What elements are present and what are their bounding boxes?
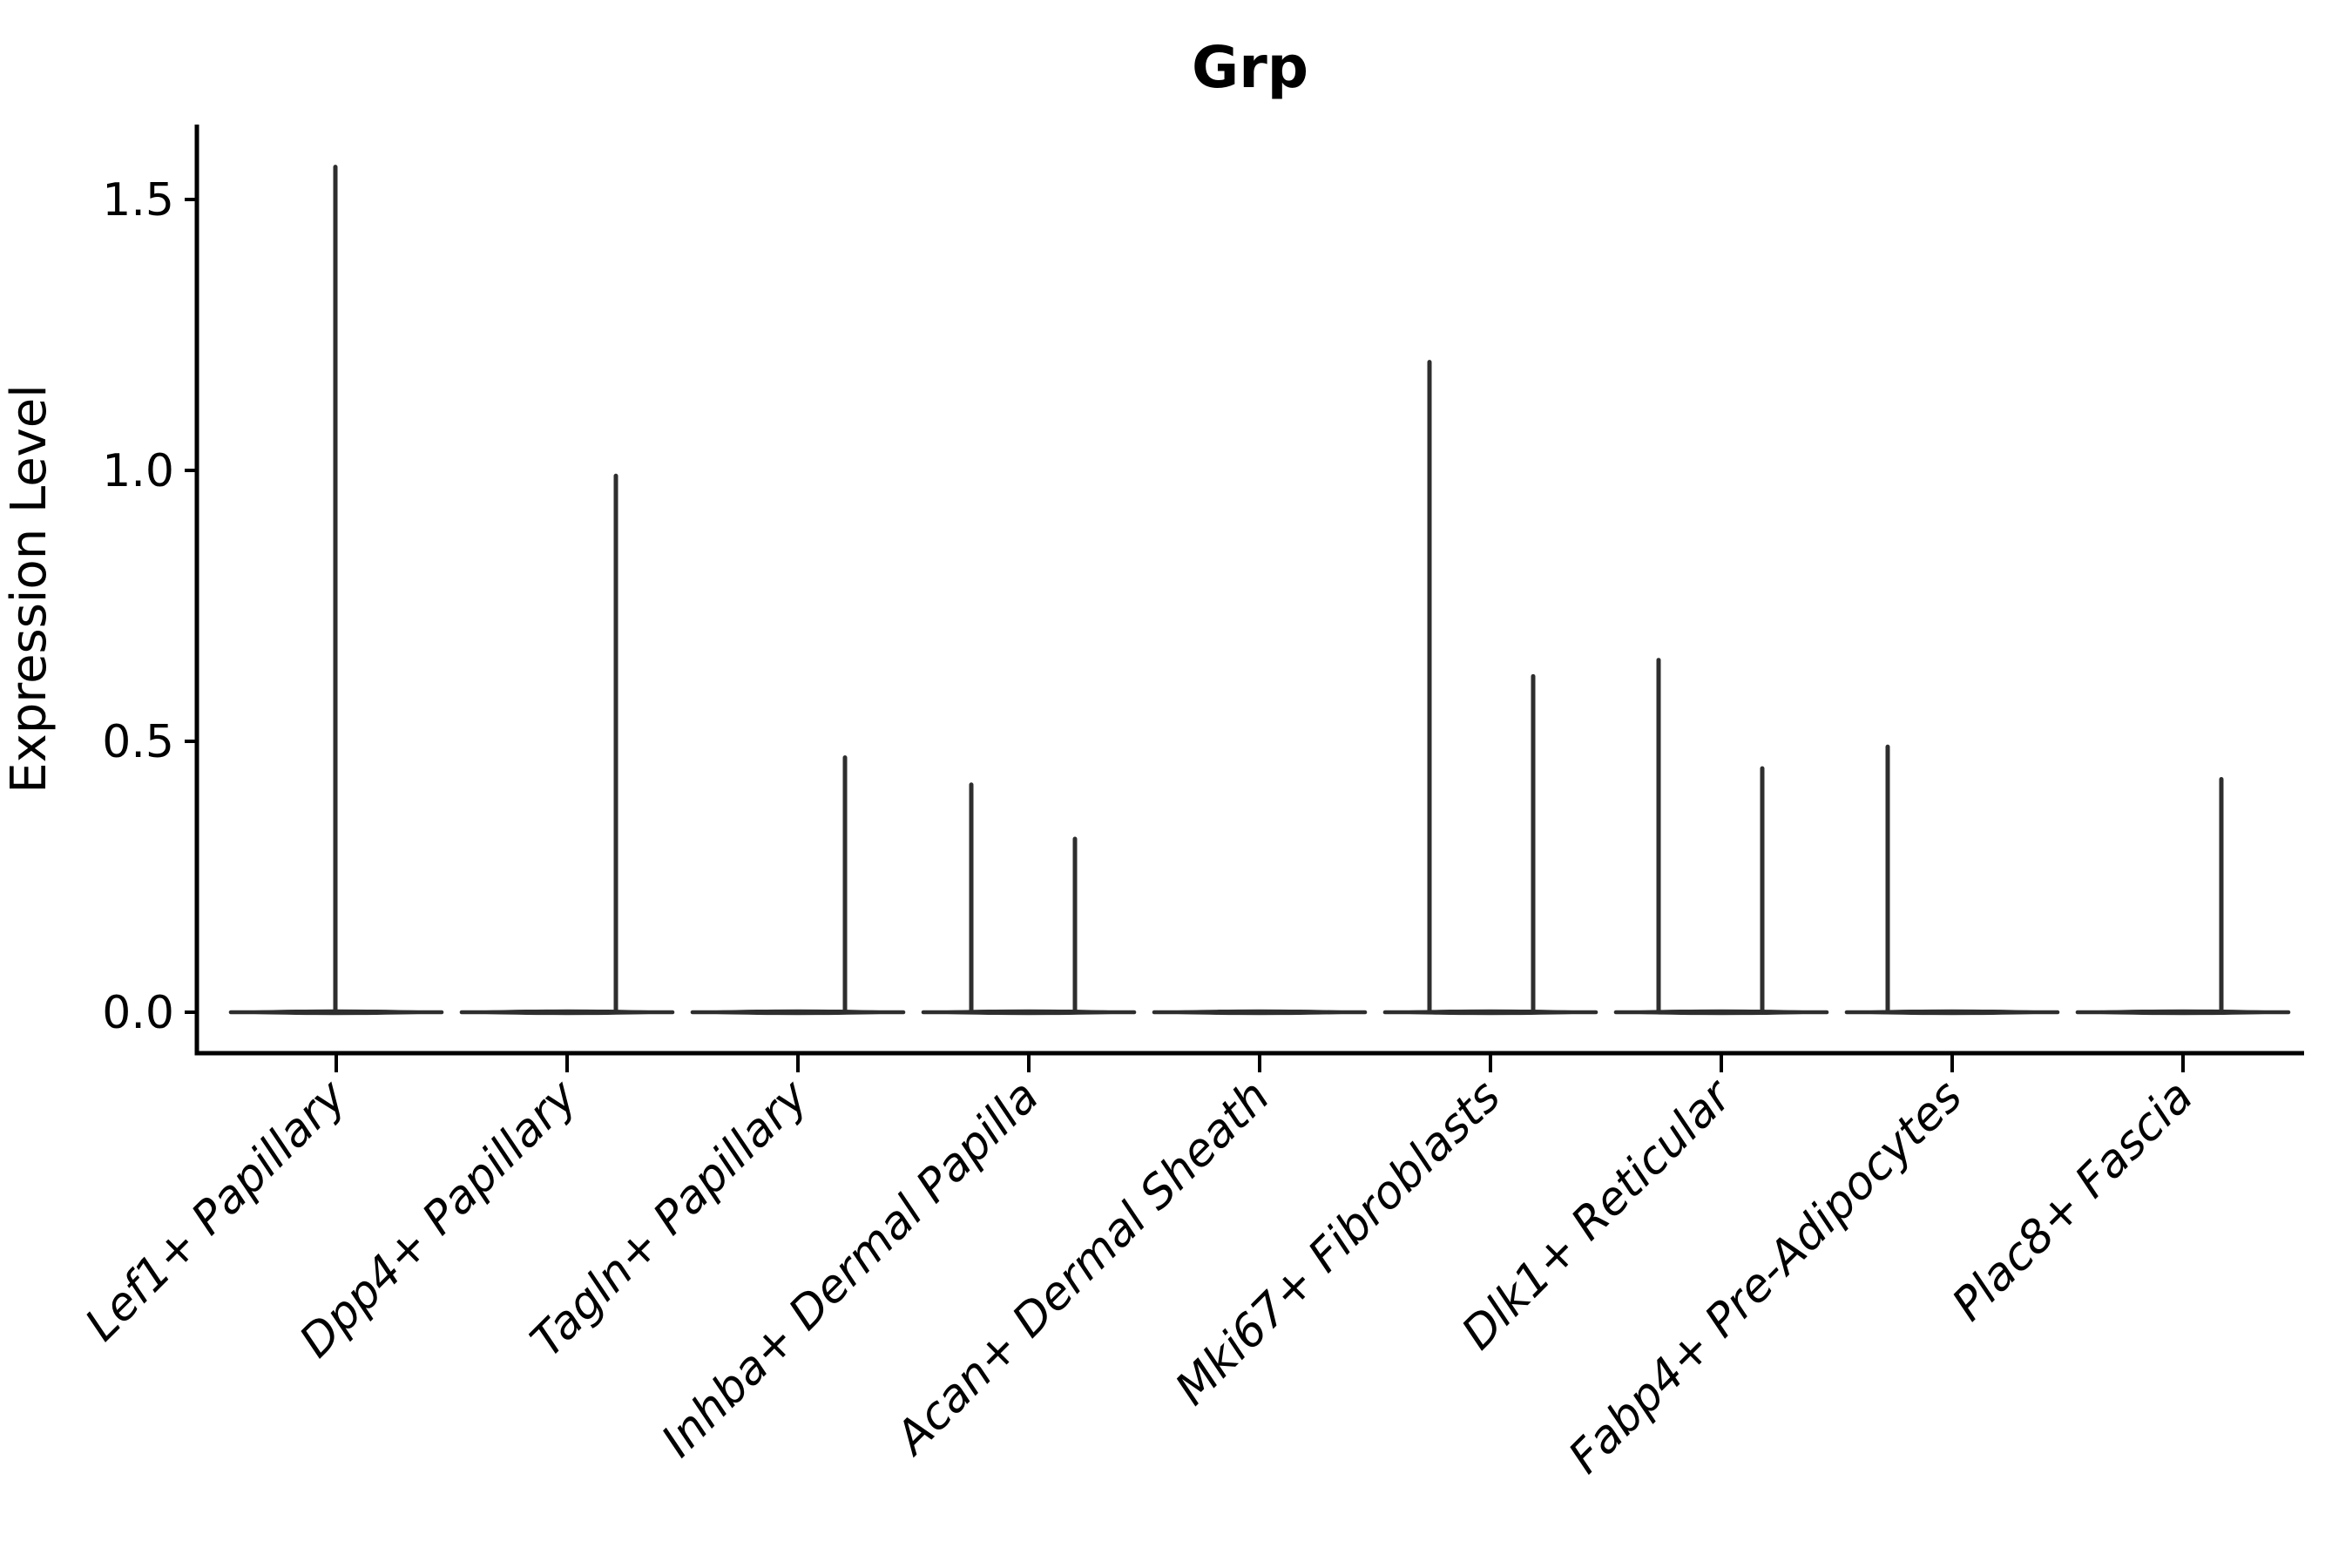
violin-body-bulge: [1616, 1009, 1827, 1016]
violin-body-bulge: [1385, 1009, 1596, 1016]
y-tick-label: 1.5: [102, 174, 174, 226]
y-axis-ticks: 0.0 0.5 1.0 1.5: [102, 174, 197, 1039]
x-tick-label: Inhba+ Dermal Papilla: [652, 1071, 1049, 1468]
x-axis-ticks: [335, 1053, 2185, 1072]
y-axis-label: Expression Level: [1, 384, 57, 794]
x-tick-label: Acan+ Dermal Sheath: [884, 1071, 1280, 1466]
violin: [228, 165, 444, 1016]
violin: [1613, 658, 1829, 1016]
violin-body-bulge: [1847, 1009, 2058, 1016]
violin: [459, 473, 675, 1016]
violin: [1382, 360, 1598, 1016]
violin-body-bulge: [2078, 1009, 2288, 1016]
violin-body-bulge: [1154, 1009, 1365, 1016]
violin: [690, 755, 906, 1016]
violin: [2075, 777, 2291, 1016]
violin-body-bulge: [923, 1009, 1134, 1016]
violin: [1152, 1009, 1368, 1016]
chart-title: Grp: [1192, 34, 1308, 101]
x-tick-label: Plac8+ Fascia: [1943, 1071, 2203, 1331]
violins: [228, 165, 2291, 1016]
violin-body-bulge: [693, 1009, 903, 1016]
x-tick-label: Fabp4+ Pre-Adipocytes: [1559, 1071, 1973, 1484]
y-tick-label: 0.5: [102, 716, 174, 768]
violin: [1844, 744, 2060, 1016]
violin-body-bulge: [462, 1009, 672, 1016]
y-tick-label: 1.0: [102, 445, 174, 497]
y-tick-label: 0.0: [102, 987, 174, 1039]
violin: [921, 782, 1137, 1016]
